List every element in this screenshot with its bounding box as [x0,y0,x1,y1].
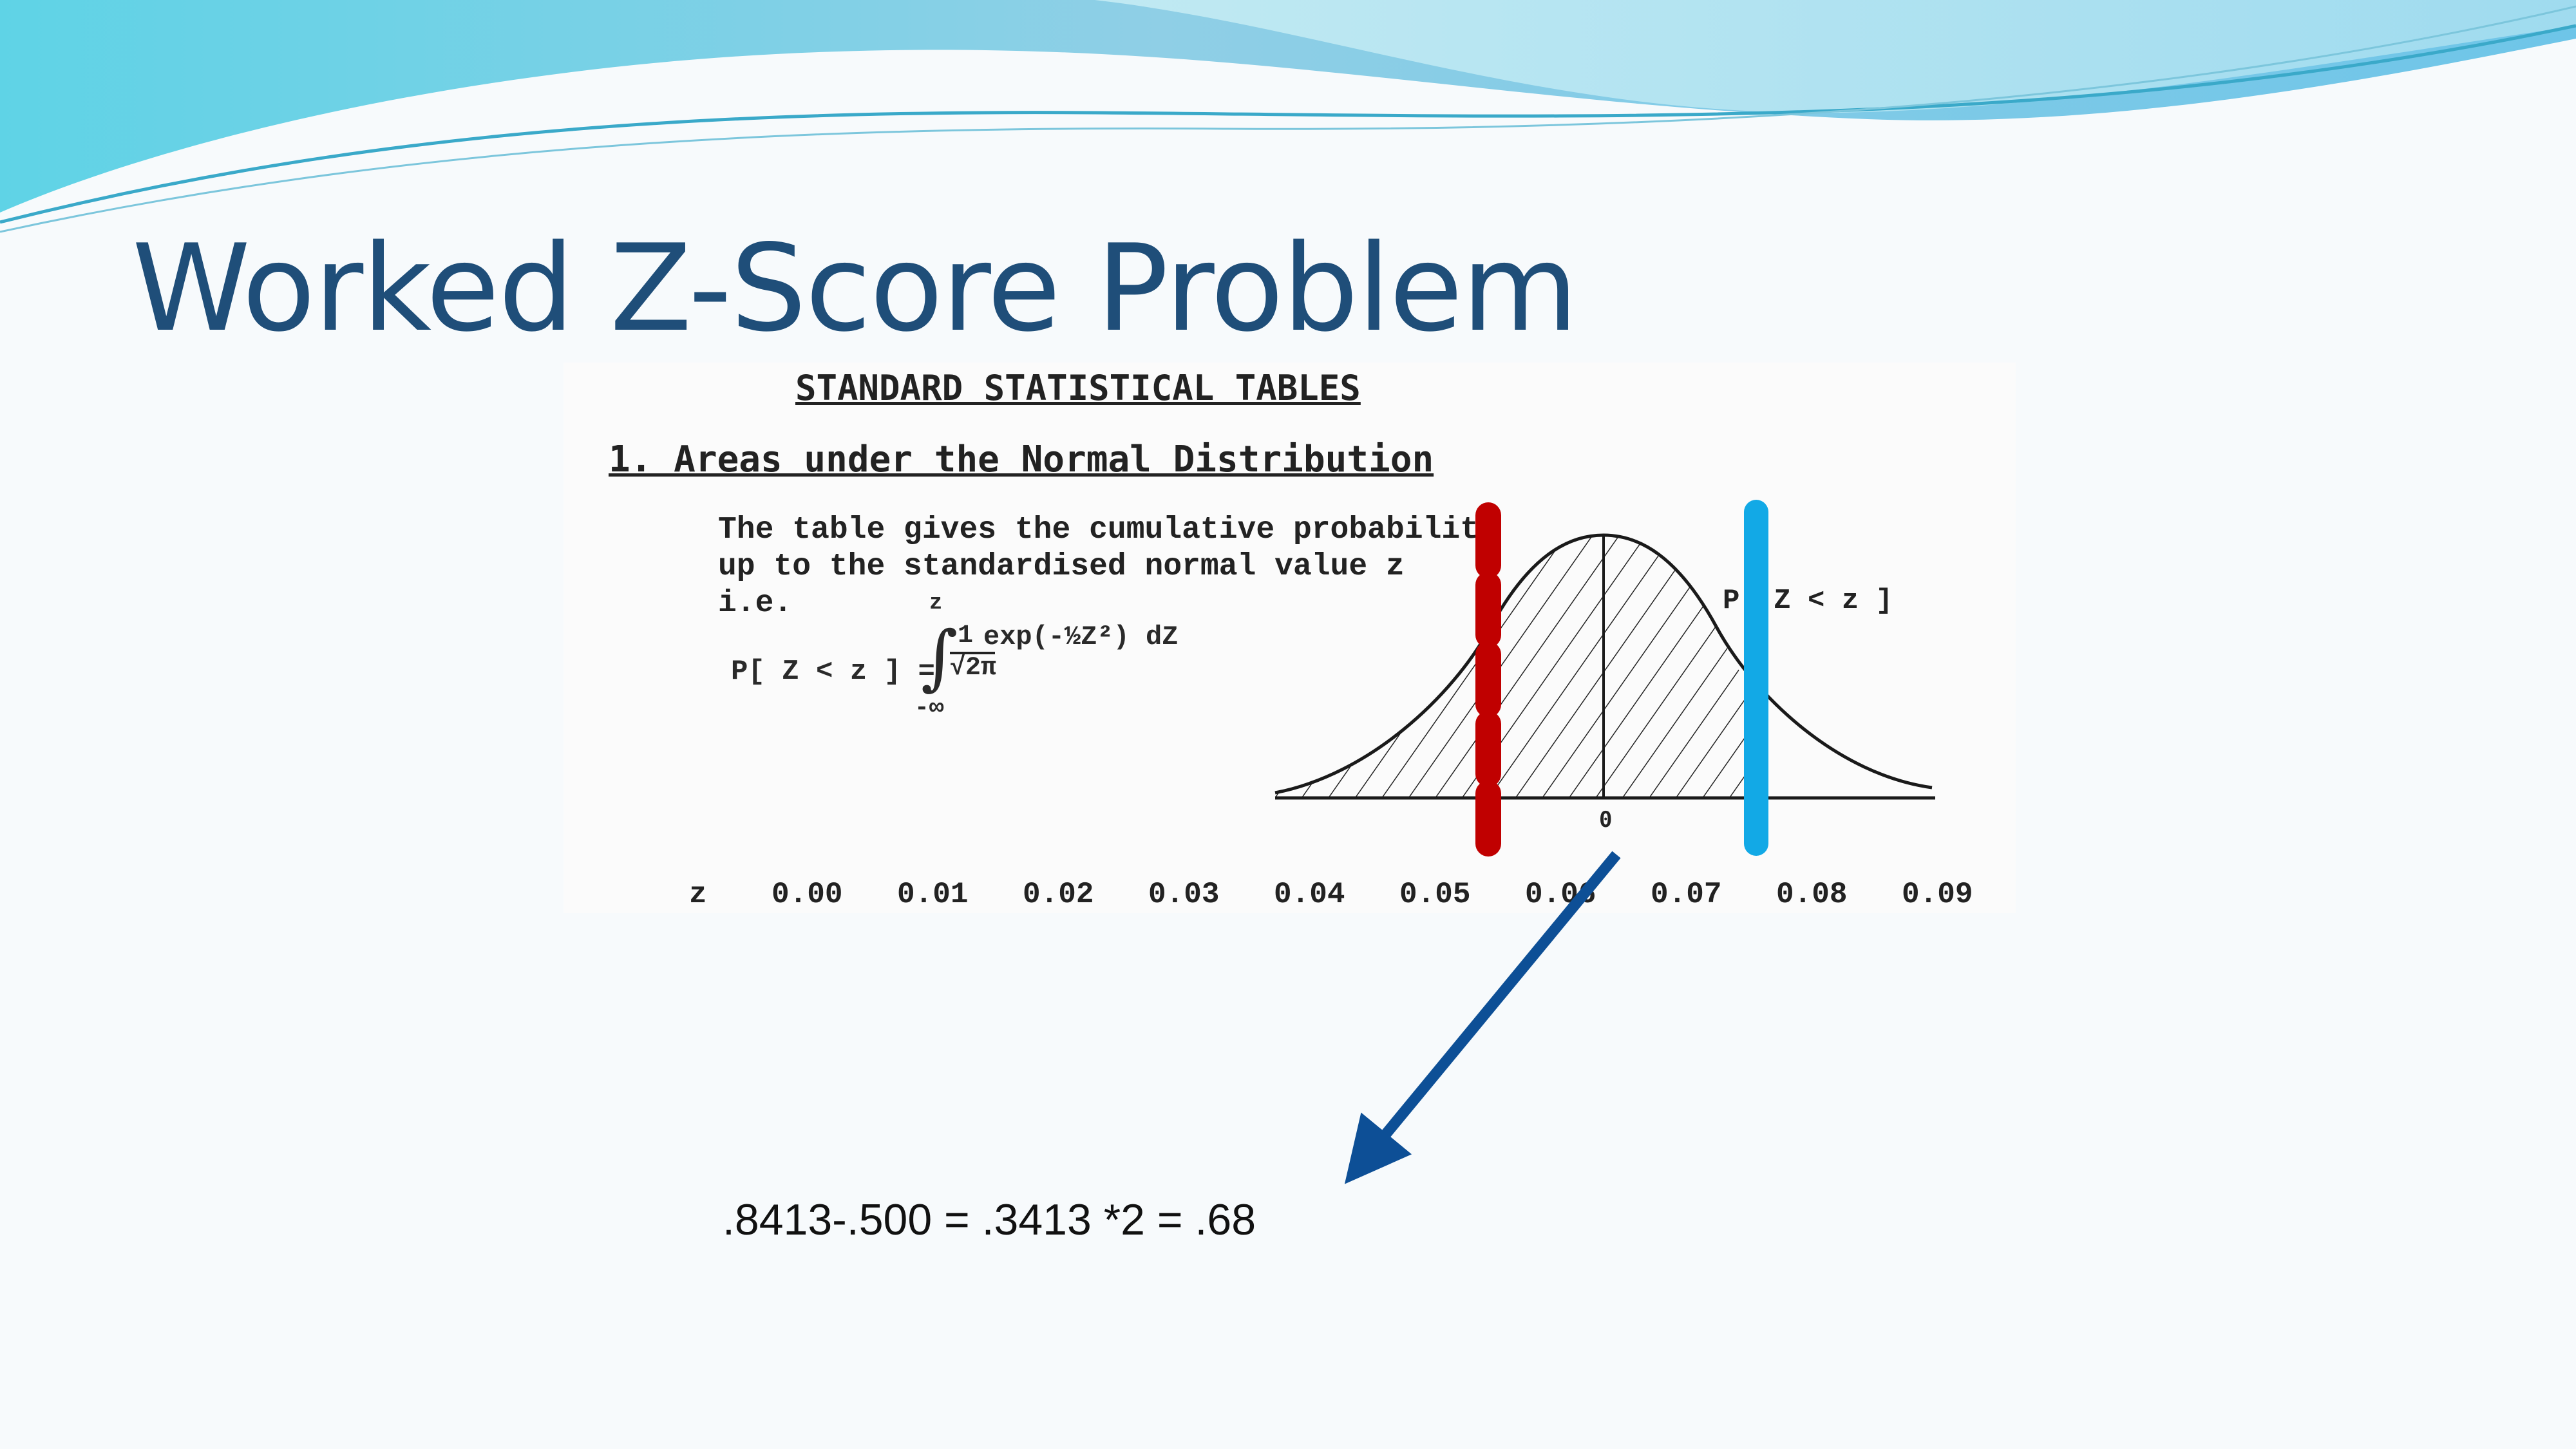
normal-curve [1274,533,1933,795]
description-line: The table gives the cumulative probabili… [718,513,1497,547]
formula-upper-limit: z [929,591,943,616]
column-header: 0.06 [1525,878,1596,911]
description-line: i.e. [718,586,793,621]
column-header: 0.04 [1274,878,1345,911]
tables-heading: STANDARD STATISTICAL TABLES [795,368,1361,408]
normal-table-image: STANDARD STATISTICAL TABLES 1. Areas und… [564,363,2016,913]
column-header: 0.00 [772,878,843,911]
column-header: 0.09 [1902,878,1973,911]
column-header: 0.02 [1023,878,1094,911]
header-wave-line [0,24,2576,224]
formula-integrand: exp(-½Z²) dZ [983,621,1179,652]
curve-label: P[ Z < z ] [1723,585,1893,617]
fraction-denominator: √2π [950,654,997,683]
worked-equation: .8413-.500 = .3413 *2 = .68 [723,1195,1256,1244]
fraction-bar [950,652,995,654]
column-header-z: z [689,878,707,911]
column-header: 0.07 [1651,878,1722,911]
formula-lower-limit: -∞ [914,694,944,722]
section-heading: 1. Areas under the Normal Distribution [609,439,1434,480]
normal-curve-diagram [1274,533,1935,800]
header-wave-line-2 [0,5,2576,233]
column-header: 0.05 [1399,878,1471,911]
column-header: 0.03 [1148,878,1220,911]
zero-label: 0 [1599,807,1613,833]
description-line: up to the standardised normal value z [718,549,1405,584]
column-header: 0.01 [897,878,969,911]
formula-lhs: P[ Z < z ] = [731,656,935,688]
slide-title: Worked Z-Score Problem [132,218,1578,358]
fraction-numerator: 1 [958,621,974,650]
shaded-area [1275,535,1748,798]
header-wave-light [1095,0,2576,113]
integral-sign: ∫ [921,616,958,698]
column-header: 0.08 [1776,878,1848,911]
